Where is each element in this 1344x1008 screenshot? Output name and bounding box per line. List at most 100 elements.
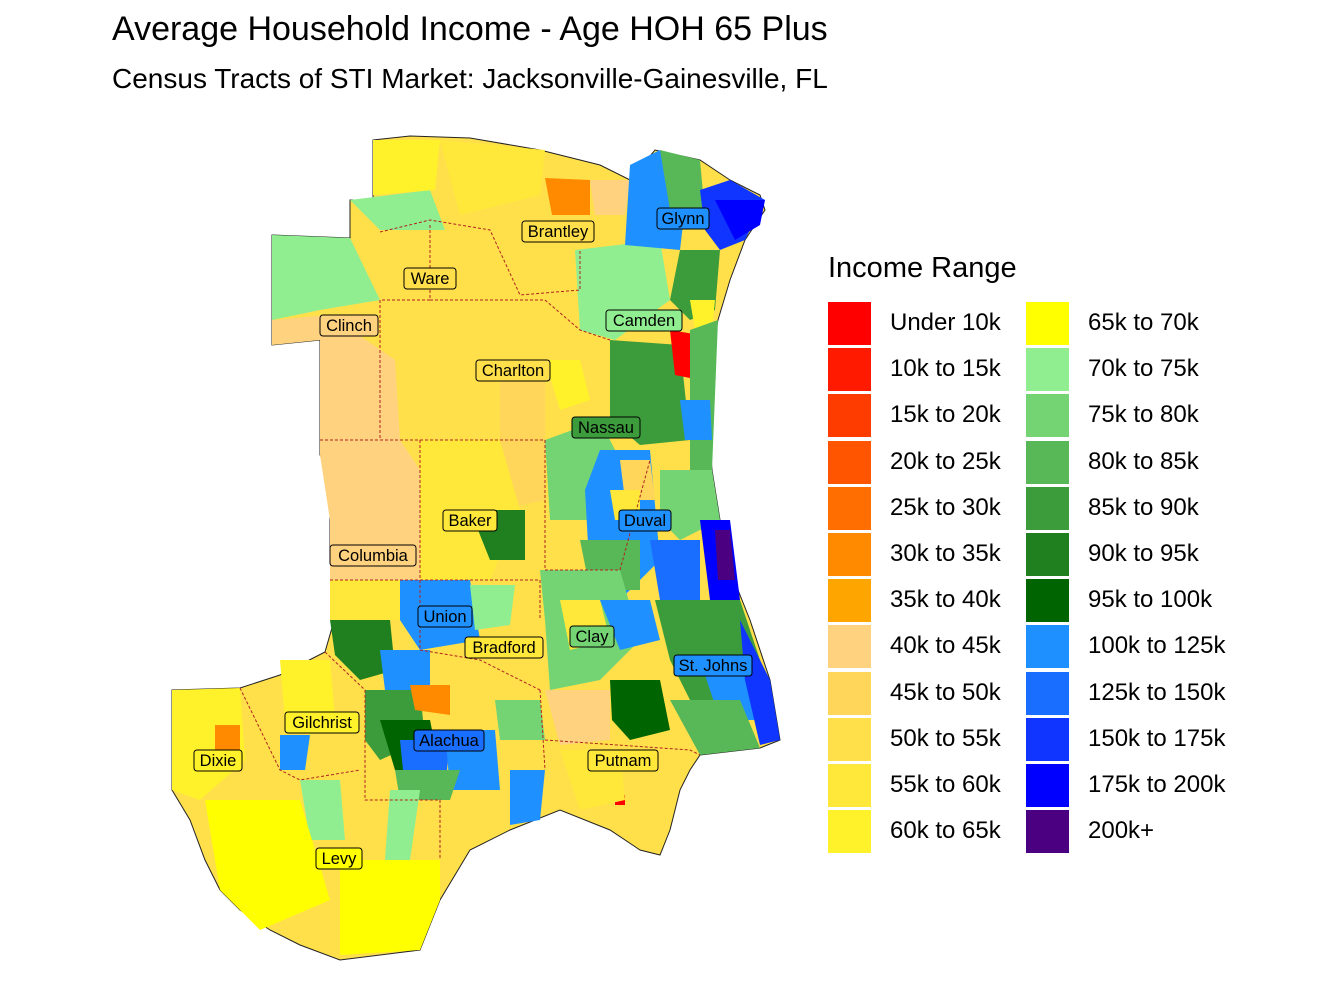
svg-text:Clinch: Clinch <box>326 317 372 335</box>
legend-swatch <box>1026 671 1069 715</box>
legend-label: Under 10k <box>890 309 1001 336</box>
county-label-brantley: Brantley <box>521 220 595 243</box>
tract <box>410 685 450 715</box>
tract <box>670 700 760 755</box>
tract <box>470 585 515 630</box>
tract <box>715 530 735 580</box>
legend-swatch <box>1026 625 1069 669</box>
svg-text:Duval: Duval <box>624 512 666 530</box>
county-boundary <box>379 219 581 296</box>
county-label-ware: Ware <box>403 267 457 290</box>
tract <box>205 800 330 930</box>
tract <box>280 660 335 720</box>
tract <box>350 190 445 230</box>
legend-swatch <box>828 810 871 854</box>
legend-label: 75k to 80k <box>1088 401 1199 429</box>
svg-text:Bradford: Bradford <box>472 639 535 657</box>
tract <box>610 680 670 740</box>
legend-swatch <box>1026 440 1069 484</box>
tract <box>330 580 400 620</box>
legend-label: 35k to 40k <box>890 586 1001 614</box>
county-label-dixie: Dixie <box>193 749 243 772</box>
county-label-nassau: Nassau <box>571 416 641 439</box>
tract <box>715 200 765 240</box>
legend-swatch <box>828 763 871 807</box>
tract <box>330 620 395 680</box>
county-label-clay: Clay <box>569 625 615 648</box>
svg-text:Levy: Levy <box>322 850 358 868</box>
legend-label: 45k to 50k <box>890 678 1001 706</box>
legend-label: 60k to 65k <box>890 817 1001 845</box>
tract <box>590 180 630 215</box>
county-label-columbia: Columbia <box>329 544 417 567</box>
svg-text:Charlton: Charlton <box>482 362 544 380</box>
tract <box>280 735 310 770</box>
legend-swatch <box>1026 348 1069 392</box>
county-labels: Brantley Glynn Ware Clinch Camden Charlt… <box>193 207 753 870</box>
legend-label: 150k to 175k <box>1088 724 1226 752</box>
tract <box>380 650 430 690</box>
svg-text:Nassau: Nassau <box>578 419 634 437</box>
svg-text:Brantley: Brantley <box>528 223 589 241</box>
legend: Income Range Under 10k 10k to 15k 15k to 2… <box>828 252 1308 862</box>
legend-swatch <box>1026 763 1069 807</box>
legend-label: 65k to 70k <box>1088 309 1199 336</box>
county-label-gilchrist: Gilchrist <box>284 711 360 734</box>
legend-label: 85k to 90k <box>1088 493 1199 521</box>
tract <box>300 780 345 840</box>
tract <box>545 690 610 745</box>
legend-swatch <box>1026 579 1069 623</box>
legend-label: 25k to 30k <box>890 493 1001 521</box>
legend-label: 55k to 60k <box>890 770 1001 798</box>
legend-label: 95k to 100k <box>1088 586 1213 614</box>
legend-label: 15k to 20k <box>890 401 1001 429</box>
county-boundary <box>544 739 701 756</box>
tract <box>340 860 440 955</box>
legend-swatch <box>828 302 871 345</box>
county-label-putnam: Putnam <box>587 749 659 772</box>
svg-text:Ware: Ware <box>411 270 450 288</box>
map-subtitle: Census Tracts of STI Market: Jacksonvill… <box>112 63 828 94</box>
county-label-st-johns: St. Johns <box>673 654 753 677</box>
tract <box>172 688 245 800</box>
tract <box>740 620 780 745</box>
legend-swatch <box>828 717 871 761</box>
legend-label: 40k to 45k <box>890 632 1001 660</box>
svg-text:Gilchrist: Gilchrist <box>292 714 352 732</box>
tract <box>660 150 705 215</box>
county-label-levy: Levy <box>315 847 363 870</box>
tract <box>600 600 660 650</box>
tract <box>690 300 715 330</box>
svg-text:Columbia: Columbia <box>338 547 409 565</box>
legend-label: 125k to 150k <box>1088 678 1226 706</box>
county-label-clinch: Clinch <box>319 314 379 337</box>
legend-swatch <box>1026 394 1069 438</box>
legend-label: 10k to 15k <box>890 355 1001 383</box>
legend-swatch <box>828 394 871 438</box>
tract <box>545 360 590 410</box>
map-title: Average Household Income - Age HOH 65 Pl… <box>112 10 828 48</box>
county-boundary <box>324 651 441 860</box>
county-label-glynn: Glynn <box>656 207 710 230</box>
tract <box>373 140 440 195</box>
legend-swatch <box>828 625 871 669</box>
legend-swatch <box>828 440 871 484</box>
legend-swatch <box>828 532 871 576</box>
county-label-charlton: Charlton <box>475 359 551 382</box>
legend-label: 70k to 75k <box>1088 355 1199 383</box>
legend-label: 175k to 200k <box>1088 770 1226 798</box>
county-boundary <box>430 299 611 341</box>
svg-text:Glynn: Glynn <box>661 210 704 228</box>
county-label-baker: Baker <box>442 509 498 532</box>
legend-swatch <box>1026 302 1069 345</box>
svg-text:Clay: Clay <box>575 628 609 646</box>
legend-label: 30k to 35k <box>890 539 1001 567</box>
legend-swatch <box>1026 486 1069 530</box>
tract <box>495 700 545 740</box>
county-boundary <box>539 689 546 771</box>
tract <box>690 320 718 470</box>
legend-label: 80k to 85k <box>1088 447 1199 475</box>
county-boundary <box>239 687 361 781</box>
legend-label: 20k to 25k <box>890 447 1001 475</box>
